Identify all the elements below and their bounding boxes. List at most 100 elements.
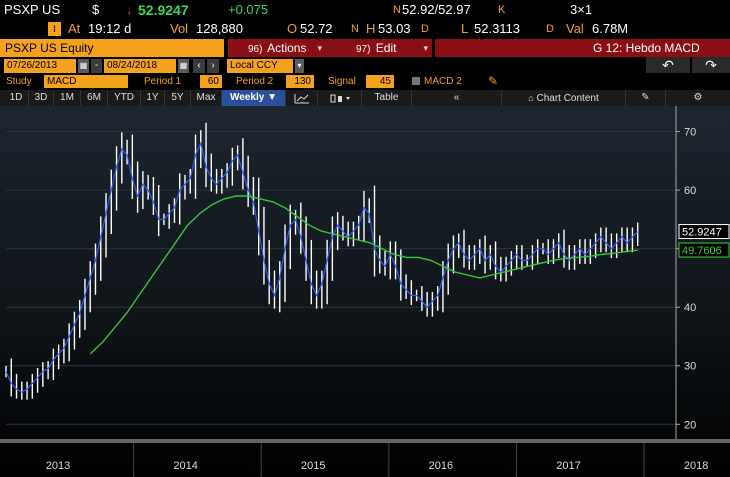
- study-select[interactable]: MACD: [44, 75, 128, 88]
- currency: $: [92, 2, 100, 17]
- x-tick-label: 2016: [429, 460, 453, 472]
- ticker: PSXP US: [4, 2, 61, 17]
- bar-type-icon[interactable]: [318, 90, 362, 106]
- study-bar: Study MACD Period 1 60 Period 2 130 Sign…: [0, 74, 730, 89]
- last-price-tag-label: 52.9247: [682, 227, 722, 239]
- gridlines: [6, 131, 676, 425]
- actions-caret-icon: ▾: [317, 43, 322, 53]
- range-dash: -: [91, 59, 102, 73]
- table-button[interactable]: Table: [362, 90, 412, 106]
- down-arrow-icon: ↓: [126, 2, 133, 17]
- range-button[interactable]: 1D: [4, 90, 29, 106]
- period1-input[interactable]: 60: [200, 75, 222, 88]
- chart-content-button[interactable]: ⌂ Chart Content: [502, 90, 626, 106]
- range-button[interactable]: Max: [191, 90, 222, 106]
- command-bar: PSXP US Equity 96) Actions 97) Edit ▾ ▾ …: [0, 39, 730, 57]
- currency-select[interactable]: Local CCY: [227, 59, 293, 73]
- collapse-icon[interactable]: «: [412, 90, 502, 106]
- last-price-tag: [678, 224, 730, 240]
- range-button[interactable]: 3D: [29, 90, 54, 106]
- macd2-label: MACD 2: [424, 76, 462, 87]
- start-calendar-icon[interactable]: ▦: [78, 59, 89, 73]
- time-label: At: [68, 21, 81, 36]
- currency-caret-icon[interactable]: ▾: [295, 59, 304, 73]
- period1-label: Period 1: [144, 76, 182, 87]
- x-axis: 2013 2014 2015 2016 2017 2018: [46, 443, 708, 477]
- signal-label: Signal: [328, 76, 356, 87]
- edit-caret-icon: ▾: [423, 43, 428, 53]
- low-price: 52.3113: [474, 21, 521, 36]
- bidask-label: N: [393, 4, 401, 16]
- volume: 128,880: [196, 21, 243, 36]
- bid-ask: 52.92/52.97: [402, 2, 471, 17]
- x-tick-label: 2014: [173, 460, 197, 472]
- quote-line: PSXP US $ ↓ 52.9247 +0.075 N 52.92/52.97…: [0, 0, 730, 20]
- security-field[interactable]: PSXP US Equity: [0, 39, 224, 57]
- line-chart-icon[interactable]: [286, 90, 318, 106]
- actions-button[interactable]: 96) Actions 97) Edit ▾ ▾: [228, 39, 432, 57]
- x-tick-label: 2015: [301, 460, 325, 472]
- chart-title-bar: G 12: Hebdo MACD: [435, 39, 730, 57]
- bid-ask-size: 3×1: [570, 2, 593, 17]
- macd2-checkbox[interactable]: [412, 77, 420, 85]
- y-tick-label: 30: [684, 361, 696, 373]
- x-tick-label: 2018: [684, 460, 708, 472]
- study-label: Study: [6, 76, 32, 87]
- traded-value: 6.78M: [592, 21, 629, 36]
- edit-label: Edit: [375, 41, 397, 55]
- value-tags: 52.9247 49.7606: [678, 224, 730, 258]
- ma-tag: [678, 242, 730, 258]
- quote-detail-line: ⁞ At 19:12 d Vol 128,880 O 52.72 N H 53.…: [0, 20, 730, 38]
- range-button[interactable]: 1Y: [141, 90, 165, 106]
- y-tick-label: 60: [684, 185, 696, 197]
- range-button[interactable]: 5Y: [165, 90, 191, 106]
- last-price: 52.9247: [138, 2, 189, 18]
- range-button[interactable]: YTD: [108, 90, 141, 106]
- end-date-input[interactable]: 08/24/2018: [104, 59, 176, 73]
- open-label: O: [287, 21, 298, 36]
- pencil-icon[interactable]: ✎: [488, 74, 499, 88]
- low-suffix: D: [546, 23, 554, 35]
- signal-input[interactable]: 45: [366, 75, 394, 88]
- chart-title: G 12: Hebdo MACD: [593, 41, 700, 55]
- low-label: L: [461, 21, 469, 36]
- y-tick-label: 20: [684, 419, 696, 431]
- forward-button[interactable]: ↷: [692, 57, 730, 73]
- period2-label: Period 2: [236, 76, 274, 87]
- edit-chart-icon[interactable]: ✎: [626, 90, 666, 106]
- date-range-bar: 07/26/2013 ▦ - 08/24/2018 ▦ ‹ › Local CC…: [0, 57, 730, 74]
- period2-input[interactable]: 130: [286, 75, 314, 88]
- axis-separator: [0, 439, 730, 443]
- open-suffix: N: [351, 23, 359, 35]
- chart-toolbar: 1D 3D 1M 6M YTD 1Y 5Y Max Weekly ▼ Table…: [0, 90, 730, 106]
- chart-content-icon: ⌂: [528, 93, 534, 103]
- last-trade-time: 19:12 d: [88, 21, 132, 36]
- end-calendar-icon[interactable]: ▦: [178, 59, 189, 73]
- x-tick-label: 2017: [556, 460, 580, 472]
- chart-background: [0, 106, 730, 477]
- prev-period-button[interactable]: ‹: [193, 59, 205, 73]
- high-label: H: [366, 21, 376, 36]
- high-price: 53.03: [378, 21, 411, 36]
- high-suffix: D: [421, 23, 429, 35]
- back-button[interactable]: ↶: [646, 57, 690, 73]
- range-button[interactable]: 1M: [54, 90, 81, 106]
- volume-label: Vol: [170, 21, 189, 36]
- net-change: +0.075: [228, 2, 269, 17]
- next-period-button[interactable]: ›: [207, 59, 219, 73]
- edit-num: 97): [356, 44, 371, 55]
- price-line: [5, 141, 639, 393]
- range-button[interactable]: 6M: [81, 90, 108, 106]
- y-tick-label: 70: [684, 127, 696, 139]
- x-tick-label: 2013: [46, 460, 70, 472]
- value-label: Val: [566, 21, 584, 36]
- start-date-input[interactable]: 07/26/2013: [4, 59, 76, 73]
- actions-num: 96): [248, 44, 263, 55]
- settings-gear-icon[interactable]: ⚙: [693, 92, 703, 103]
- frequency-select[interactable]: Weekly ▼: [222, 90, 286, 106]
- chart-content-label: Chart Content: [536, 93, 599, 104]
- bidask-suffix: K: [498, 4, 506, 16]
- y-tick-label: 40: [684, 302, 696, 314]
- ma-tag-label: 49.7606: [682, 245, 722, 257]
